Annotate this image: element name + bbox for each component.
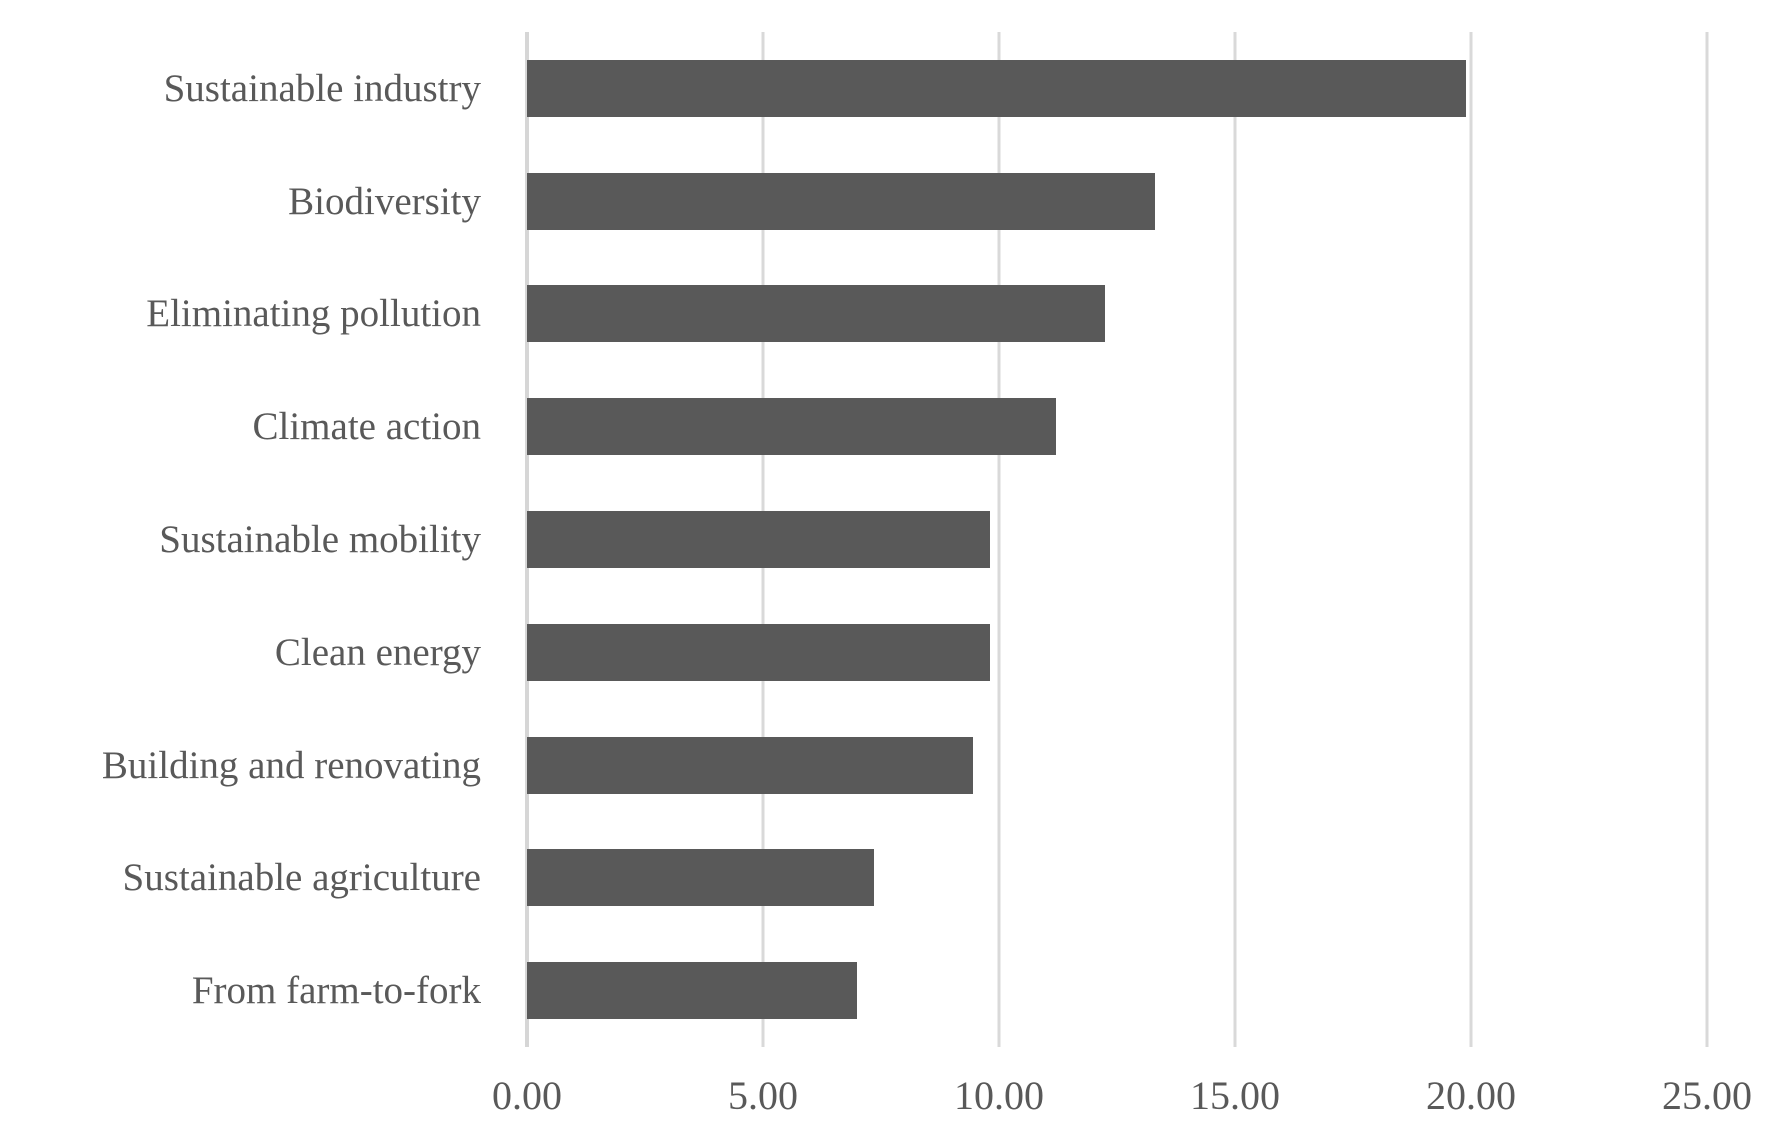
bar-row [527, 483, 1707, 596]
x-tick-label: 5.00 [728, 1073, 798, 1118]
bar-row [527, 370, 1707, 483]
x-tick-label: 20.00 [1426, 1073, 1516, 1118]
category-label: Sustainable agriculture [122, 856, 481, 900]
bar-building-and-renovating [527, 736, 974, 794]
bar-row [527, 934, 1707, 1047]
category-label: Clean energy [274, 630, 481, 674]
category-label: Climate action [252, 405, 481, 449]
gridline [1705, 32, 1709, 1047]
bar-clean-energy [527, 623, 990, 681]
bar-row [527, 709, 1707, 822]
bar-rows [527, 32, 1707, 1047]
x-tick-label: 0.00 [492, 1073, 562, 1118]
category-labels: Sustainable industry Biodiversity Eliminat… [0, 32, 527, 1047]
bar-sustainable-agriculture [527, 849, 874, 907]
bar-row [527, 258, 1707, 371]
gridline [997, 32, 1001, 1047]
category-label: From farm-to-fork [191, 969, 481, 1013]
x-tick-label: 10.00 [954, 1073, 1044, 1118]
category-label: Sustainable industry [163, 66, 481, 110]
bar-from-farm-to-fork [527, 962, 858, 1020]
x-axis: 0.00 5.00 10.00 15.00 20.00 25.00 [492, 1072, 1752, 1132]
bar-row [527, 596, 1707, 709]
x-tick-label: 15.00 [1190, 1073, 1280, 1118]
gridline [1233, 32, 1237, 1047]
bar-row [527, 32, 1707, 145]
bar-row [527, 821, 1707, 934]
bar-biodiversity [527, 172, 1155, 230]
bar-sustainable-mobility [527, 511, 990, 569]
bar-row [527, 145, 1707, 258]
gridline [1469, 32, 1473, 1047]
category-label: Sustainable mobility [159, 518, 481, 562]
category-label: Eliminating pollution [146, 292, 481, 336]
x-tick-label: 25.00 [1662, 1073, 1752, 1118]
category-label: Building and renovating [101, 743, 481, 787]
category-label: Biodiversity [288, 179, 481, 223]
bar-sustainable-industry [527, 59, 1467, 117]
plot-area [525, 32, 1709, 1047]
bar-climate-action [527, 398, 1056, 456]
bar-eliminating-pollution [527, 285, 1106, 343]
